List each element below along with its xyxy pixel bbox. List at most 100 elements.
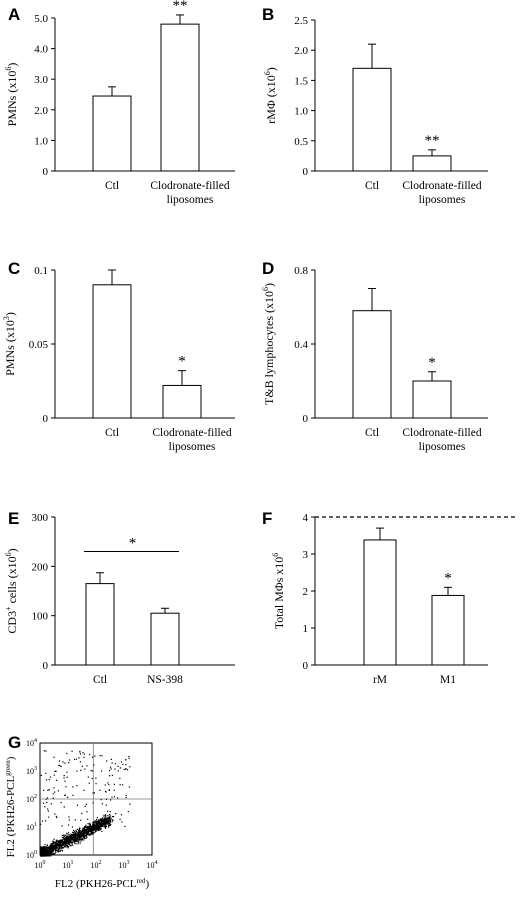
scatter-point: [50, 849, 53, 851]
scatter-point: [99, 819, 101, 821]
scatter-point: [52, 842, 55, 844]
y-label-end: ): [5, 63, 19, 67]
scatter-point: [73, 829, 75, 832]
scatter-point: [70, 834, 72, 836]
scatter-point: [101, 817, 104, 819]
scatter-point: [68, 843, 70, 845]
scatter-point: [86, 765, 88, 767]
x-tick-label: 104: [147, 860, 158, 870]
scatter-point: [128, 755, 130, 758]
scatter-point: [54, 844, 56, 847]
scatter-point: [56, 847, 58, 849]
scatter-point: [45, 772, 47, 775]
scatter-point: [95, 828, 98, 830]
scatter-point: [81, 839, 83, 841]
scatter-point: [76, 835, 78, 838]
scatter-point: [63, 841, 65, 844]
scatter-point: [55, 844, 57, 846]
scatter-point: [57, 850, 59, 852]
scatter-point: [61, 837, 64, 839]
scatter-point: [105, 791, 107, 793]
y-tick-label: 2.0: [294, 45, 308, 57]
y-axis-label: PMNs (x103): [2, 312, 17, 376]
scatter-point: [109, 824, 111, 826]
scatter-point: [44, 847, 46, 849]
scatter-point: [40, 854, 43, 857]
scatter-point: [58, 845, 60, 847]
category-line: Clodronate-filled: [150, 180, 229, 192]
scatter-point: [51, 850, 53, 852]
scatter-point: [88, 825, 90, 828]
scatter-point: [63, 844, 65, 846]
significance-mark: **: [173, 0, 188, 14]
scatter-point: [46, 846, 48, 848]
y-tick-label: 0.5: [294, 136, 308, 148]
scatter-point: [61, 843, 63, 846]
scatter-point: [92, 792, 94, 794]
scatter-point: [125, 768, 127, 770]
scatter-point: [58, 764, 60, 767]
scatter-point: [55, 847, 57, 849]
scatter-point: [44, 806, 46, 808]
scatter-point: [107, 782, 109, 784]
scatter-point: [65, 840, 67, 842]
scatter-point: [45, 847, 47, 849]
scatter-point: [113, 789, 115, 791]
scatter-point: [105, 816, 107, 818]
scatter-point: [62, 836, 65, 838]
scatter-point: [60, 840, 62, 842]
panel-letter: D: [262, 259, 274, 278]
panel-letter: C: [8, 259, 20, 278]
scatter-point: [48, 851, 50, 854]
y-tick-label: 3: [303, 549, 309, 561]
scatter-point: [65, 841, 67, 843]
scatter-point: [66, 771, 68, 773]
scatter-point: [48, 850, 50, 853]
scatter-point: [86, 831, 89, 833]
scatter-point: [71, 837, 74, 839]
scatter-point: [47, 849, 50, 852]
scatter-point: [54, 813, 56, 815]
scatter-point: [109, 822, 111, 824]
scatter-point: [90, 833, 92, 835]
scatter-point: [74, 837, 76, 839]
scatter-point: [61, 848, 63, 850]
scatter-point: [98, 828, 100, 830]
y-tick-label: 200: [32, 561, 49, 573]
scatter-point: [86, 829, 88, 832]
scatter-point: [64, 843, 66, 845]
scatter-point: [50, 843, 52, 845]
y-tick-label: 104: [26, 738, 37, 748]
y-label-sup: 6: [271, 553, 280, 557]
scatter-point: [104, 821, 107, 824]
bar: [162, 384, 202, 419]
scatter-point: [101, 821, 103, 823]
scatter-point: [83, 756, 85, 759]
scatter-point: [42, 847, 44, 850]
scatter-point: [88, 829, 90, 831]
scatter-point: [52, 850, 55, 852]
y-axis-label: T&B lymphocytes (x106): [261, 283, 276, 405]
scatter-point: [52, 793, 54, 795]
scatter-point: [81, 828, 83, 830]
scatter-point: [96, 816, 99, 819]
scatter-point: [94, 825, 96, 827]
scatter-point: [125, 759, 127, 761]
scatter-point: [44, 820, 47, 822]
scatter-point: [94, 831, 96, 834]
scatter-point: [47, 852, 49, 854]
scatter-point: [49, 846, 51, 848]
scatter-point: [100, 825, 102, 827]
scatter-point: [65, 842, 67, 844]
scatter-point: [74, 834, 76, 836]
scatter-point: [45, 846, 48, 848]
scatter-point: [92, 827, 95, 829]
scatter-point: [70, 833, 72, 835]
scatter-point: [109, 810, 111, 813]
category-line: liposomes: [167, 194, 214, 206]
y-label-text: rMΦ (x10: [264, 75, 278, 123]
scatter-point: [48, 846, 50, 848]
scatter-point: [66, 840, 68, 842]
